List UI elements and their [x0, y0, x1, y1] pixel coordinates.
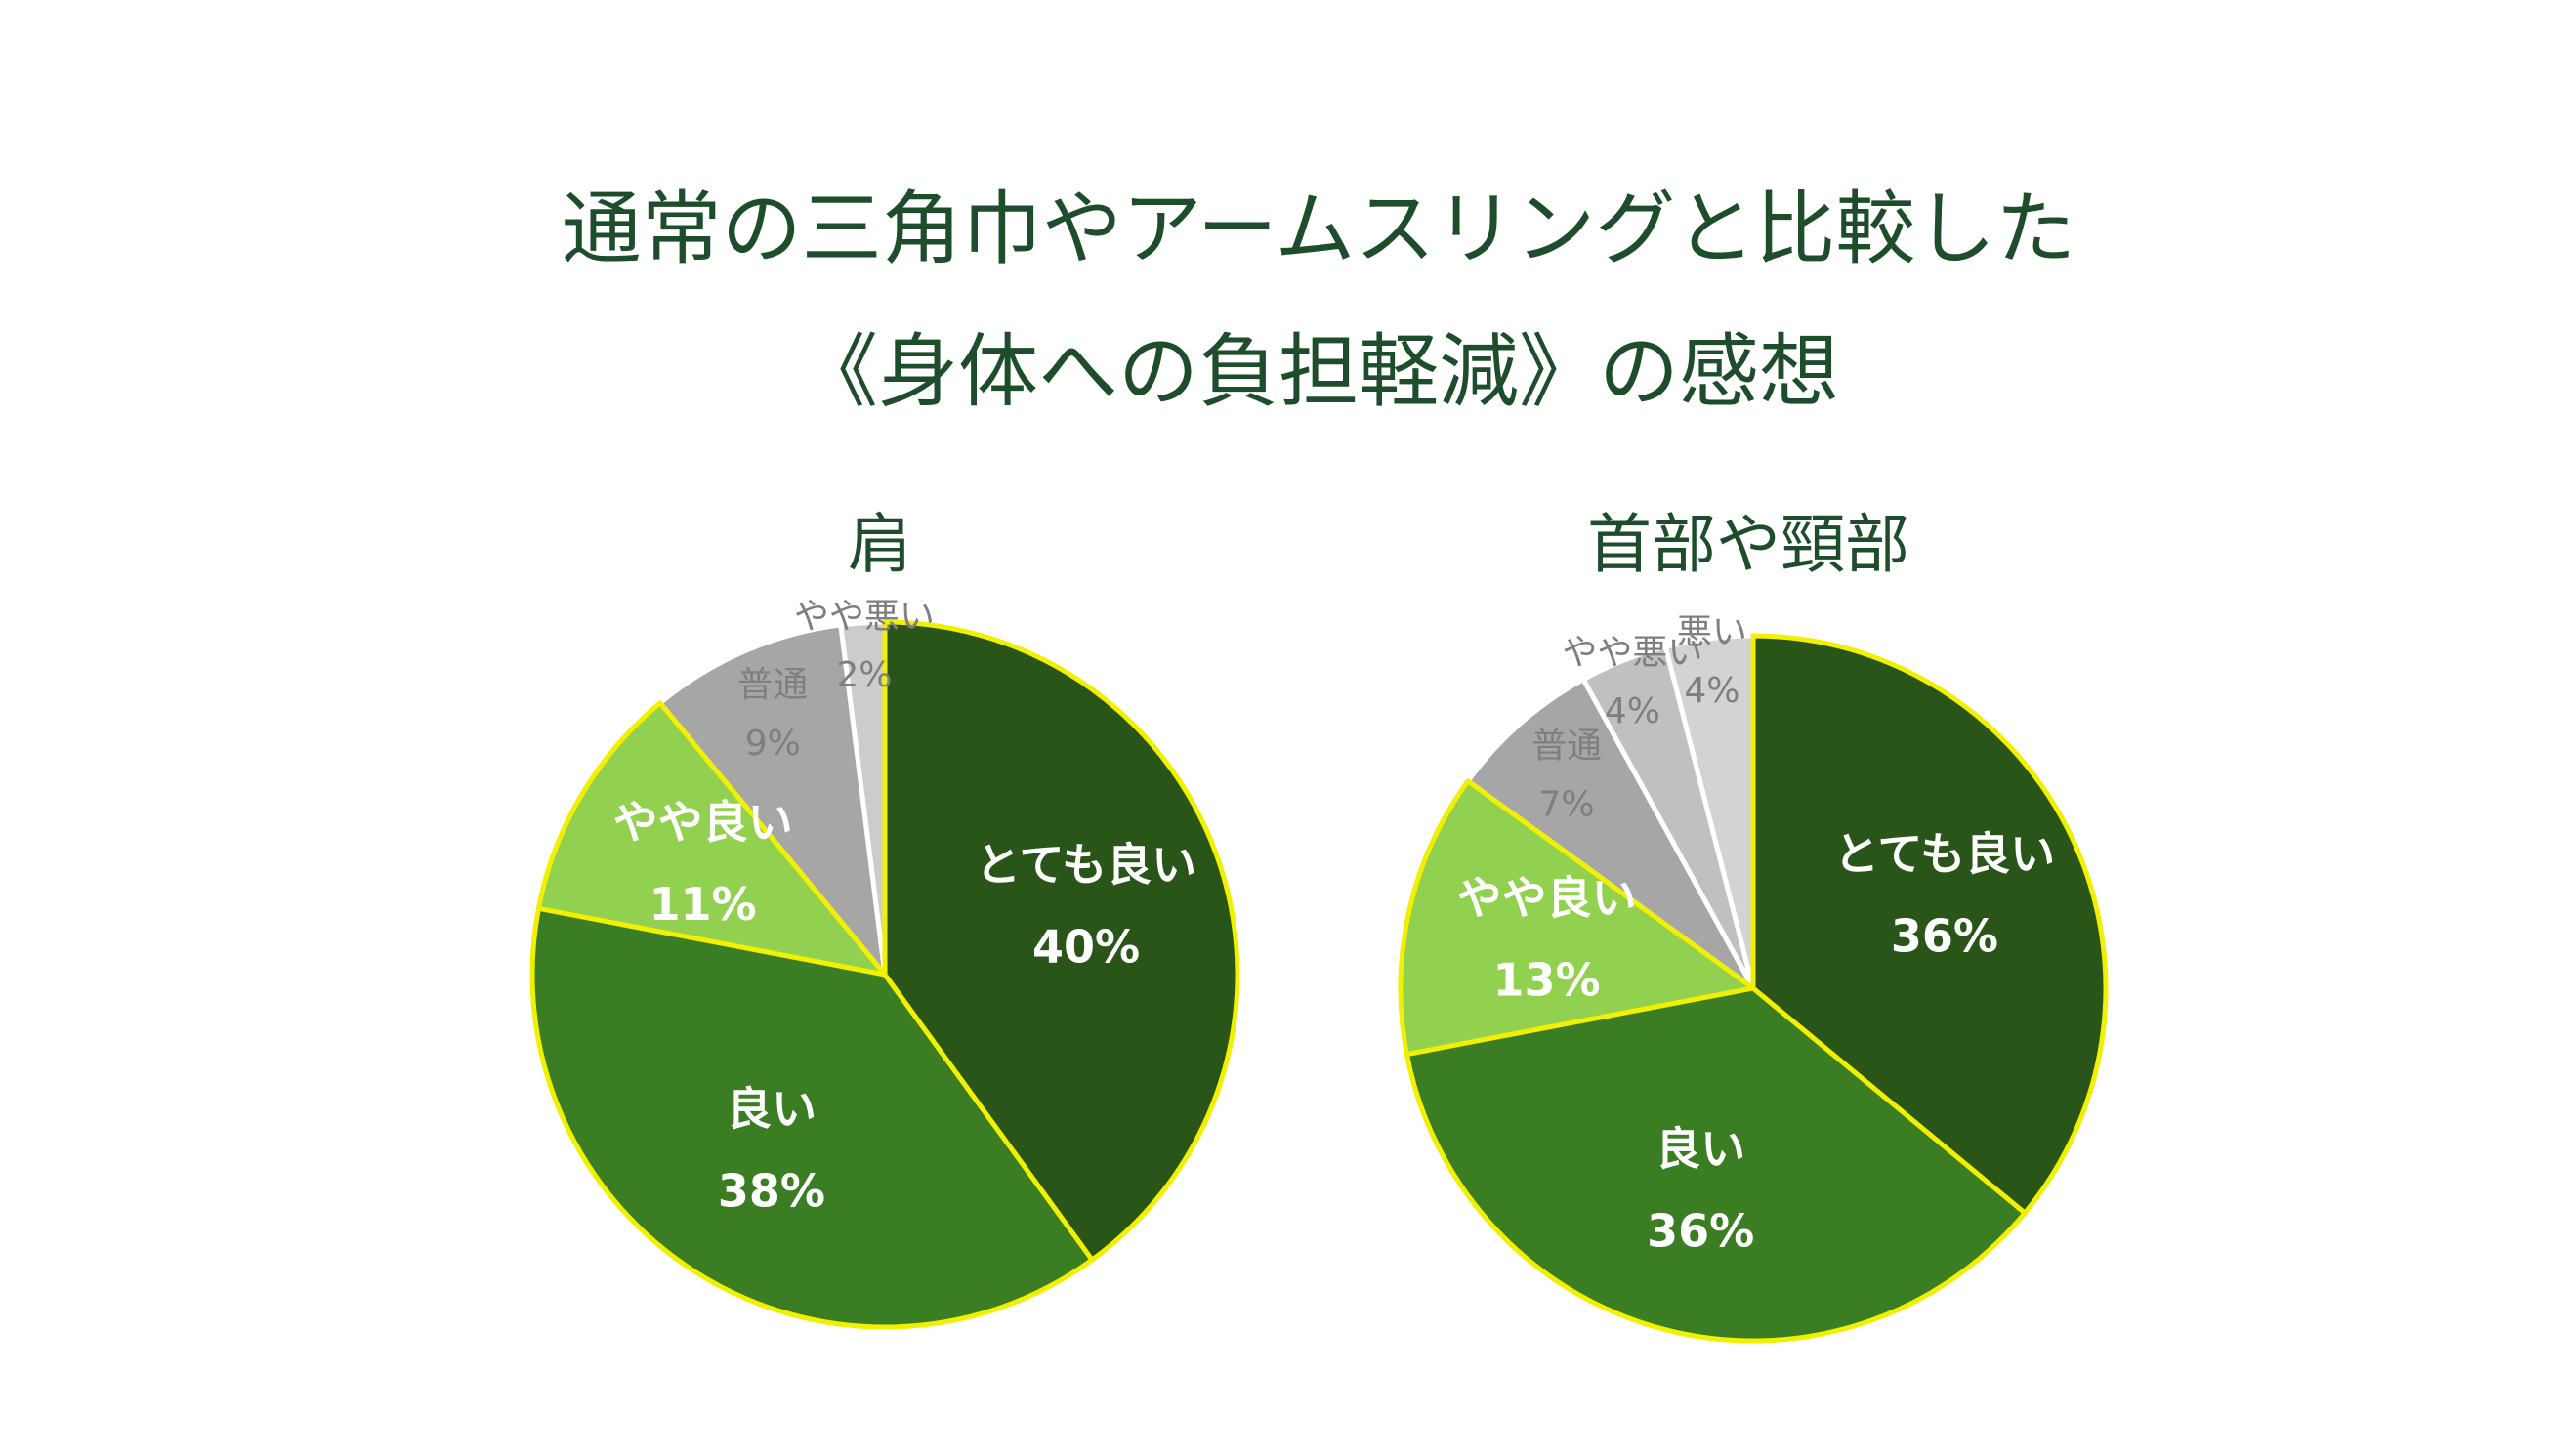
slice-value-label: 2% [836, 655, 892, 695]
pie-slice [1465, 677, 1756, 991]
slice-category: 良い [727, 1082, 817, 1135]
slice-value-label: 11% [649, 878, 757, 931]
slice-category: やや悪い [1562, 633, 1702, 673]
pie-slice [1398, 778, 1756, 1058]
slice-category: とても良い [1834, 827, 2055, 880]
slice-category: 良い [1655, 1122, 1745, 1175]
slice-category: 普通 [1531, 726, 1602, 766]
slice-value-label: 4% [1605, 691, 1660, 731]
slice-category: 悪い [1677, 612, 1747, 652]
slice-category: やや悪い [794, 597, 935, 637]
pie-slice [1404, 985, 2028, 1344]
slice-category: やや良い [613, 796, 793, 849]
pie-title: 肩 [848, 507, 912, 582]
pie-slice [535, 700, 888, 978]
slice-value-label: 4% [1684, 671, 1739, 711]
slice-category: 普通 [737, 665, 808, 705]
title-line: 通常の三角巾やアームスリングと比較した [562, 183, 2076, 275]
slice-category: やや良い [1457, 871, 1637, 924]
slice-category: とても良い [976, 839, 1196, 892]
slice-value-label: 40% [1032, 921, 1140, 974]
slice-value-label: 13% [1493, 953, 1601, 1006]
slice-value-label: 38% [718, 1164, 825, 1217]
pie-slice [1750, 633, 2109, 1216]
slice-value-label: 36% [1647, 1204, 1754, 1257]
title-line: 《身体への負担軽減》の感想 [798, 325, 1839, 418]
pie-slice [657, 622, 888, 978]
slice-value-label: 9% [745, 724, 801, 764]
pie-slice [882, 619, 1240, 1263]
slice-value-label: 7% [1538, 784, 1594, 824]
pie-title: 首部や頸部 [1587, 507, 1909, 582]
pie-slice [529, 905, 1095, 1330]
slice-value-label: 36% [1891, 909, 1998, 962]
